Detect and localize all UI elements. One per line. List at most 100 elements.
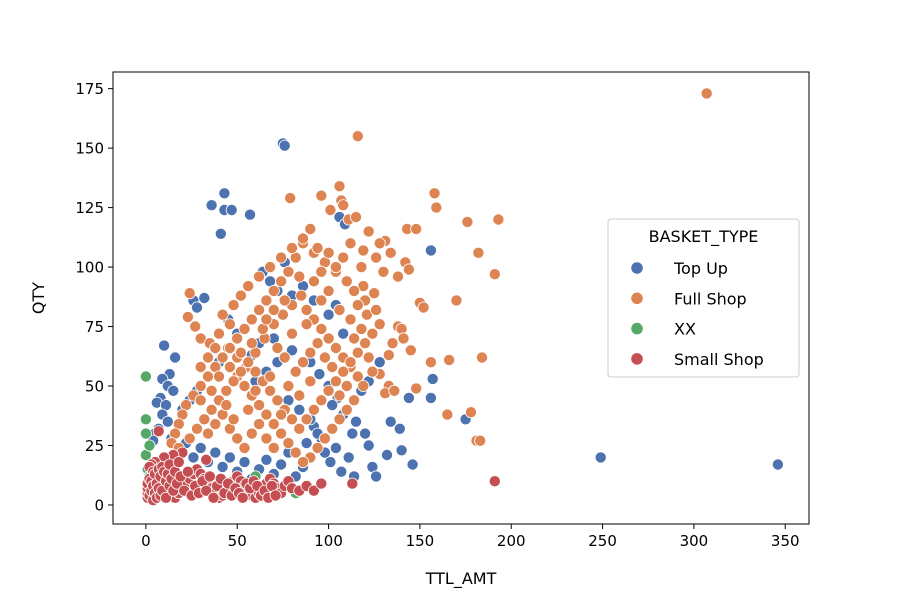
data-point <box>360 308 373 321</box>
data-point <box>245 337 258 350</box>
data-point <box>346 477 359 490</box>
data-point <box>348 332 361 345</box>
data-point <box>212 370 225 383</box>
data-point <box>209 341 222 354</box>
data-point <box>307 275 320 288</box>
data-point <box>461 215 474 228</box>
data-point <box>234 289 247 302</box>
data-point <box>373 318 386 331</box>
data-point <box>329 341 342 354</box>
data-point <box>472 246 485 259</box>
data-point <box>349 211 362 224</box>
series-small-shop <box>141 425 501 507</box>
data-point <box>362 351 375 364</box>
data-point <box>344 313 357 326</box>
data-point <box>377 265 390 278</box>
data-point <box>322 246 335 259</box>
data-point <box>355 261 368 274</box>
series-full-shop <box>165 87 713 469</box>
data-point <box>242 403 255 416</box>
x-tick-label: 250 <box>588 532 617 550</box>
data-point <box>342 451 355 464</box>
data-point <box>264 261 277 274</box>
legend-item: Top Up <box>630 259 728 278</box>
data-point <box>337 365 350 378</box>
data-point <box>200 484 213 497</box>
data-point <box>293 403 306 416</box>
data-point <box>285 413 298 426</box>
data-point <box>351 299 364 312</box>
data-point <box>205 384 218 397</box>
y-tick-label: 125 <box>75 199 104 217</box>
data-point <box>203 470 216 483</box>
data-point <box>216 460 229 473</box>
data-point <box>391 270 404 283</box>
data-point <box>359 427 372 440</box>
data-point <box>167 384 180 397</box>
data-point <box>190 301 203 314</box>
data-point <box>315 294 328 307</box>
data-point <box>285 241 298 254</box>
data-point <box>318 351 331 364</box>
data-point <box>242 280 255 293</box>
legend-marker <box>630 321 644 336</box>
data-point <box>169 351 182 364</box>
data-point <box>300 413 313 426</box>
data-point <box>397 332 410 345</box>
data-point <box>348 284 361 297</box>
data-point <box>267 284 280 297</box>
data-point <box>201 351 214 364</box>
data-point <box>198 291 211 304</box>
y-tick-label: 75 <box>85 318 104 336</box>
legend-title: BASKET_TYPE <box>649 227 759 247</box>
x-tick-label: 150 <box>406 532 435 550</box>
data-point <box>424 356 437 369</box>
legend-label: Small Shop <box>674 350 764 369</box>
data-point <box>340 379 353 392</box>
data-point <box>282 437 295 450</box>
data-point <box>253 303 266 316</box>
data-point <box>424 391 437 404</box>
data-point <box>238 322 251 335</box>
data-point <box>304 222 317 235</box>
data-point <box>249 365 262 378</box>
data-point <box>357 244 370 257</box>
data-point <box>267 441 280 454</box>
data-point <box>209 418 222 431</box>
x-tick-label: 300 <box>680 532 709 550</box>
data-point <box>194 394 207 407</box>
data-point <box>296 456 309 469</box>
data-point <box>218 187 231 200</box>
data-point <box>304 346 317 359</box>
data-point <box>143 439 156 452</box>
data-point <box>238 441 251 454</box>
legend-item: XX <box>630 320 696 339</box>
x-tick-label: 50 <box>228 532 247 550</box>
data-point <box>395 444 408 457</box>
data-point <box>417 301 430 314</box>
data-point <box>404 344 417 357</box>
y-tick-label: 150 <box>75 140 104 158</box>
data-point <box>366 327 379 340</box>
data-point <box>194 360 207 373</box>
x-tick-label: 100 <box>314 532 343 550</box>
data-point <box>307 403 320 416</box>
x-tick-label: 350 <box>771 532 800 550</box>
data-point <box>223 318 236 331</box>
data-point <box>351 346 364 359</box>
data-point <box>340 275 353 288</box>
data-point <box>329 261 342 274</box>
data-point <box>335 465 348 478</box>
data-point <box>159 491 172 504</box>
data-point <box>296 356 309 369</box>
data-point <box>384 415 397 428</box>
data-point <box>269 489 282 502</box>
data-point <box>181 310 194 323</box>
data-point <box>249 384 262 397</box>
legend-label: XX <box>674 320 696 339</box>
data-point <box>351 130 364 143</box>
data-point <box>172 456 185 469</box>
data-point <box>267 303 280 316</box>
data-point <box>322 384 335 397</box>
